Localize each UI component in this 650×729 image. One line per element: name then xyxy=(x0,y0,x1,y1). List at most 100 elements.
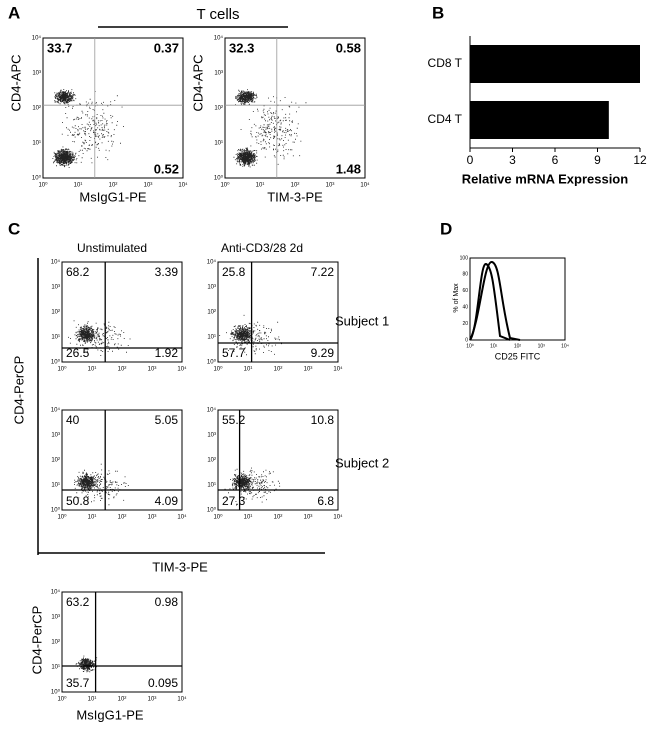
y-axis-label: CD4-PerCP xyxy=(29,606,44,675)
bar xyxy=(470,45,640,83)
x-tick-label: 10¹ xyxy=(490,343,498,349)
quadrant-percent: 7.22 xyxy=(311,265,335,279)
quadrant-percent: 63.2 xyxy=(66,595,90,609)
x-tick-label: 10² xyxy=(118,697,127,703)
x-tick-label: 10² xyxy=(291,183,300,189)
y-tick-label: 10¹ xyxy=(214,141,223,147)
x-tick-label: 10⁰ xyxy=(466,343,474,349)
category-label: CD8 T xyxy=(428,56,463,70)
y-tick-label: 10¹ xyxy=(207,335,216,341)
y-tick-label: 10⁴ xyxy=(207,407,217,414)
y-tick-label: 10³ xyxy=(51,615,60,621)
x-tick-label: 10⁰ xyxy=(213,514,223,521)
x-tick-label: 10² xyxy=(118,367,127,373)
y-tick-label: 10¹ xyxy=(51,665,60,671)
y-tick-label: 10⁰ xyxy=(214,175,224,182)
y-tick-label: 10⁴ xyxy=(51,407,61,414)
y-tick-label: 80 xyxy=(462,272,468,278)
x-tick-label: 10¹ xyxy=(244,515,253,521)
x-tick-label: 10¹ xyxy=(88,515,97,521)
y-tick-label: 10² xyxy=(51,640,60,646)
quadrant-percent: 25.8 xyxy=(222,265,246,279)
quadrant-percent: 50.8 xyxy=(66,494,90,508)
x-tick-label: 10³ xyxy=(304,367,313,373)
plot-frame xyxy=(469,257,566,341)
panel-label: C xyxy=(8,219,20,238)
x-tick-label: 10³ xyxy=(148,515,157,521)
x-tick-label: 10⁴ xyxy=(177,696,187,703)
y-tick-label: 10⁰ xyxy=(207,359,217,366)
quadrant-percent: 57.7 xyxy=(222,346,246,360)
x-axis-label: TIM-3-PE xyxy=(267,189,323,204)
quadrant-percent: 27.3 xyxy=(222,494,246,508)
quadrant-percent: 6.8 xyxy=(317,494,334,508)
y-tick-label: 10² xyxy=(32,106,41,112)
group-header: T cells xyxy=(196,6,239,23)
x-tick-label: 10¹ xyxy=(256,183,265,189)
x-tick-label: 10⁰ xyxy=(57,514,67,521)
x-tick-label: 10¹ xyxy=(244,367,253,373)
quadrant-percent: 4.09 xyxy=(155,494,179,508)
histogram-curve xyxy=(469,262,511,341)
events xyxy=(74,463,129,506)
histogram-curve xyxy=(469,260,521,341)
quadrant-percent: 5.05 xyxy=(155,413,179,427)
y-tick-label: 10⁴ xyxy=(51,259,61,266)
plot-frame xyxy=(61,409,183,511)
plot-frame xyxy=(224,37,366,179)
events xyxy=(224,467,281,506)
y-tick-label: 10⁰ xyxy=(51,507,61,514)
y-tick-label: 10⁴ xyxy=(32,35,42,42)
plot-frame xyxy=(217,409,339,511)
x-tick-label: 10³ xyxy=(148,697,157,703)
x-tick-label: 10⁰ xyxy=(213,366,223,373)
quadrant-percent: 0.52 xyxy=(154,161,179,176)
y-tick-label: 40 xyxy=(462,305,468,311)
x-tick-label: 10⁴ xyxy=(561,343,569,349)
quadrant-percent: 1.92 xyxy=(155,346,179,360)
y-tick-label: 10³ xyxy=(51,433,60,439)
x-tick-label: 6 xyxy=(552,153,559,167)
row-header: Subject 2 xyxy=(335,455,389,470)
y-tick-label: 10³ xyxy=(32,71,41,77)
category-label: CD4 T xyxy=(428,112,463,126)
x-tick-label: 10⁴ xyxy=(360,182,370,189)
events xyxy=(52,89,124,168)
quadrant-percent: 3.39 xyxy=(155,265,179,279)
quadrant-percent: 0.58 xyxy=(336,40,361,55)
x-tick-label: 9 xyxy=(594,153,601,167)
y-tick-label: 10⁴ xyxy=(214,35,224,42)
x-tick-label: 10⁴ xyxy=(333,514,343,521)
quadrant-percent: 0.98 xyxy=(155,595,179,609)
y-tick-label: 100 xyxy=(460,255,469,261)
y-tick-label: 10² xyxy=(207,458,216,464)
plot-frame xyxy=(42,37,184,179)
y-tick-label: 10¹ xyxy=(207,483,216,489)
y-tick-label: 10⁴ xyxy=(207,259,217,266)
y-tick-label: 10³ xyxy=(207,285,216,291)
quadrant-percent: 1.48 xyxy=(336,161,361,176)
x-axis-label: MsIgG1-PE xyxy=(79,189,147,204)
y-tick-label: 10¹ xyxy=(51,483,60,489)
x-tick-label: 10⁰ xyxy=(220,182,230,189)
plot-frame xyxy=(61,261,183,363)
y-tick-label: 60 xyxy=(462,288,468,294)
panel-label: A xyxy=(8,3,20,22)
plot-frame xyxy=(217,261,339,363)
y-axis-label: CD4-APC xyxy=(8,54,23,111)
y-tick-label: 10² xyxy=(51,310,60,316)
quadrant-percent: 0.095 xyxy=(148,676,178,690)
x-tick-label: 10⁴ xyxy=(177,514,187,521)
x-tick-label: 10² xyxy=(274,515,283,521)
quadrant-percent: 9.29 xyxy=(311,346,335,360)
y-axis-label: % of Max xyxy=(453,283,460,313)
column-header: Unstimulated xyxy=(77,241,147,255)
x-tick-label: 10⁴ xyxy=(178,182,188,189)
y-tick-label: 10⁰ xyxy=(51,689,61,696)
x-tick-label: 10⁰ xyxy=(38,182,48,189)
x-tick-label: 10¹ xyxy=(88,697,97,703)
x-tick-label: 10³ xyxy=(304,515,313,521)
x-tick-label: 10² xyxy=(274,367,283,373)
y-tick-label: 10⁰ xyxy=(207,507,217,514)
events xyxy=(233,89,307,168)
